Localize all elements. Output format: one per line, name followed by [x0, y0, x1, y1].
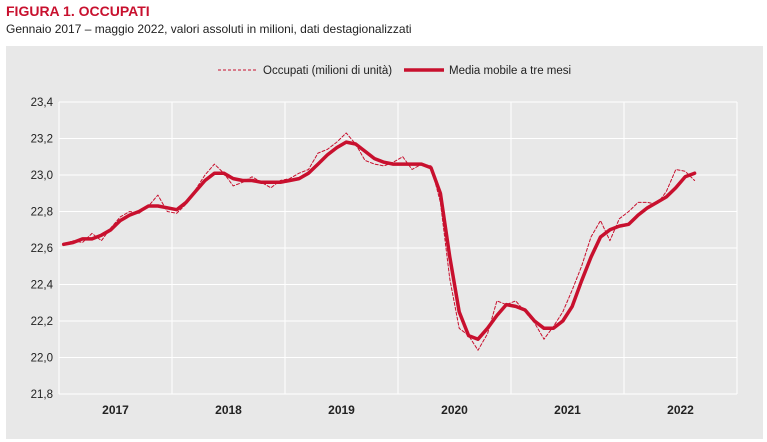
series-line-media-mobile [61, 140, 697, 341]
legend-label-media-mobile: Media mobile a tre mesi [449, 65, 571, 77]
series-layer [61, 132, 697, 351]
y-tick-label: 21,8 [31, 389, 53, 401]
figure-subtitle: Gennaio 2017 – maggio 2022, valori assol… [6, 22, 412, 36]
y-tick-label: 23,0 [31, 170, 53, 182]
y-tick-label: 23,4 [31, 97, 54, 109]
y-tick-label: 22,4 [31, 280, 54, 292]
y-tick-label: 22,0 [31, 353, 53, 365]
y-tick-label: 23,2 [31, 134, 53, 146]
y-tick-label: 22,6 [31, 243, 53, 255]
line-chart: Occupati (milioni di unità) Media mobile… [31, 65, 738, 417]
x-year-label: 2019 [328, 403, 355, 417]
legend: Occupati (milioni di unità) Media mobile… [218, 65, 571, 77]
figure-name: OCCUPATI [78, 3, 150, 19]
x-year-label: 2022 [667, 403, 694, 417]
figure-number: FIGURA 1. [6, 3, 75, 19]
x-year-label: 2020 [441, 403, 468, 417]
axis-layer: 21,8 22,0 22,2 22,4 22,6 22,8 23,0 23,2 23,4 2017… [31, 97, 695, 417]
x-year-label: 2017 [102, 403, 129, 417]
grid-layer [58, 101, 738, 395]
legend-label-occupati: Occupati (milioni di unità) [263, 65, 392, 77]
y-tick-label: 22,2 [31, 316, 53, 328]
chart-panel: Occupati (milioni di unità) Media mobile… [6, 46, 763, 439]
series-line-occupati [63, 132, 696, 351]
x-year-label: 2021 [554, 403, 581, 417]
x-year-label: 2018 [215, 403, 242, 417]
y-tick-label: 22,8 [31, 207, 53, 219]
figure-title: FIGURA 1. OCCUPATI [6, 3, 150, 19]
